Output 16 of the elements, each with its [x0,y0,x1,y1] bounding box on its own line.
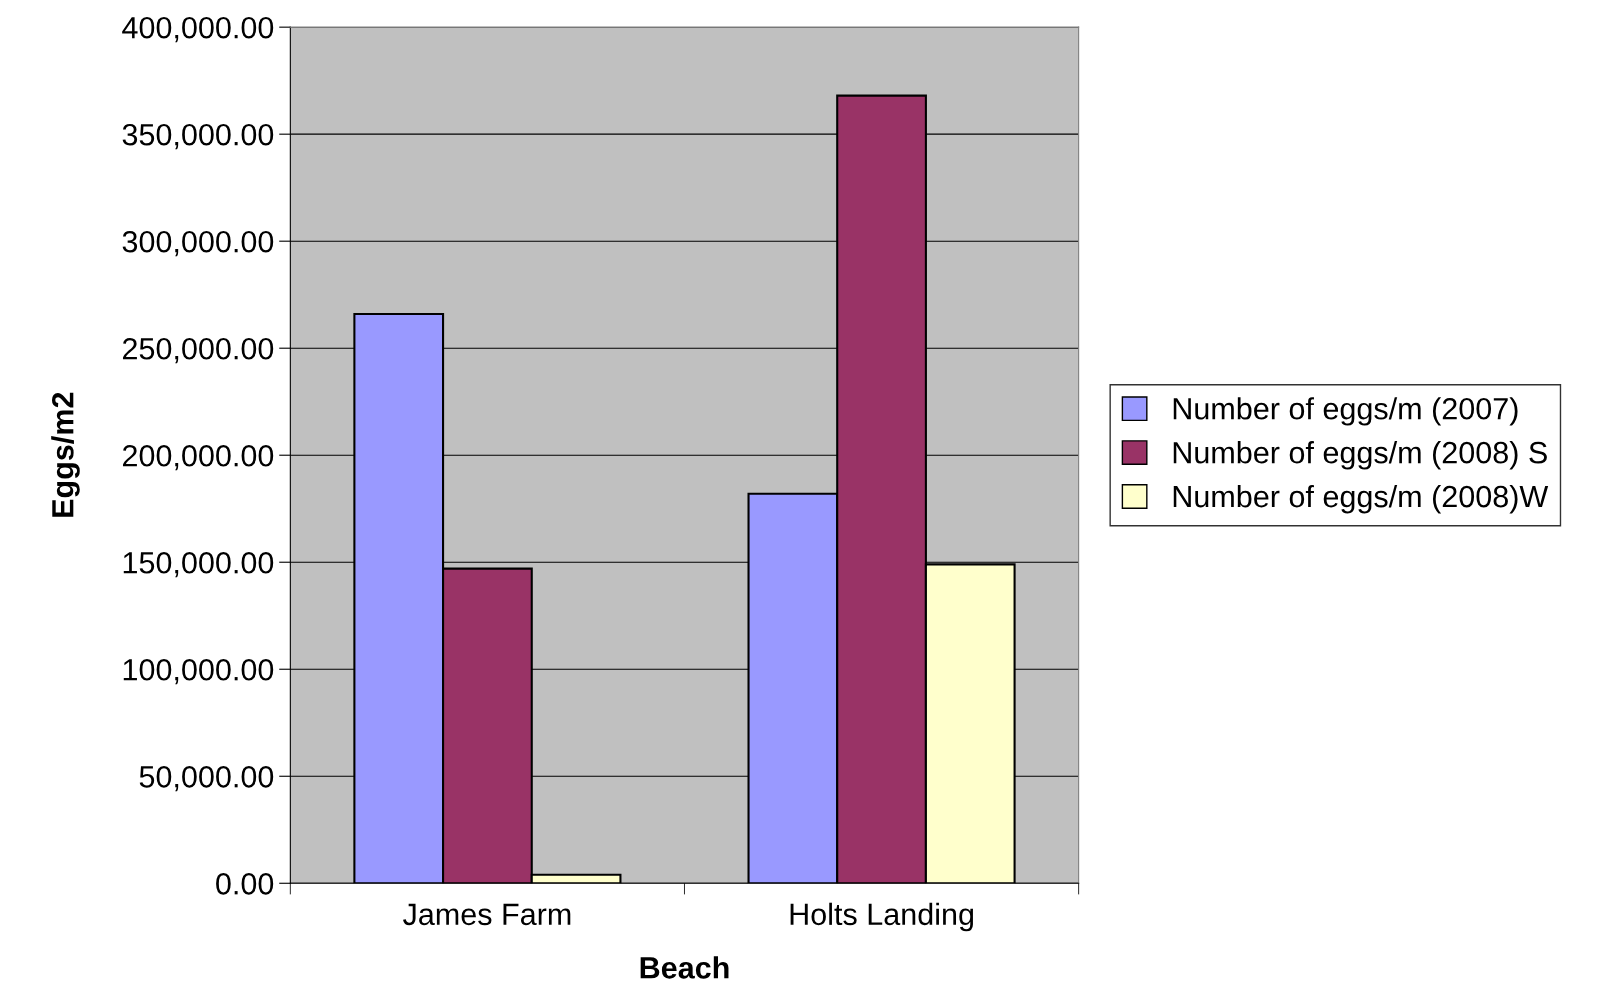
x-tick-label: James Farm [403,903,571,926]
y-axis-title: Eggs/m2 [51,392,80,517]
legend-label: Number of eggs/m (2007) [1173,397,1518,426]
y-tick-label: 50,000.00 [139,765,274,792]
legend-label: Number of eggs/m (2008)W [1173,484,1549,514]
y-tick-label: 100,000.00 [123,658,274,685]
y-tick-label: 300,000.00 [122,230,274,257]
y-tick-label: 250,000.00 [122,337,274,364]
legend-label: Number of eggs/m (2008) S [1173,441,1547,470]
x-tick-label: Holts Landing [790,902,974,932]
x-axis-title: Beach [640,956,729,979]
y-tick-label: 0.00 [216,873,274,895]
y-tick-label: 150,000.00 [123,551,274,578]
y-tick-label: 400,000.00 [122,16,274,43]
y-tick-label: 350,000.00 [122,123,274,150]
y-tick-label: 200,000.00 [122,444,274,471]
